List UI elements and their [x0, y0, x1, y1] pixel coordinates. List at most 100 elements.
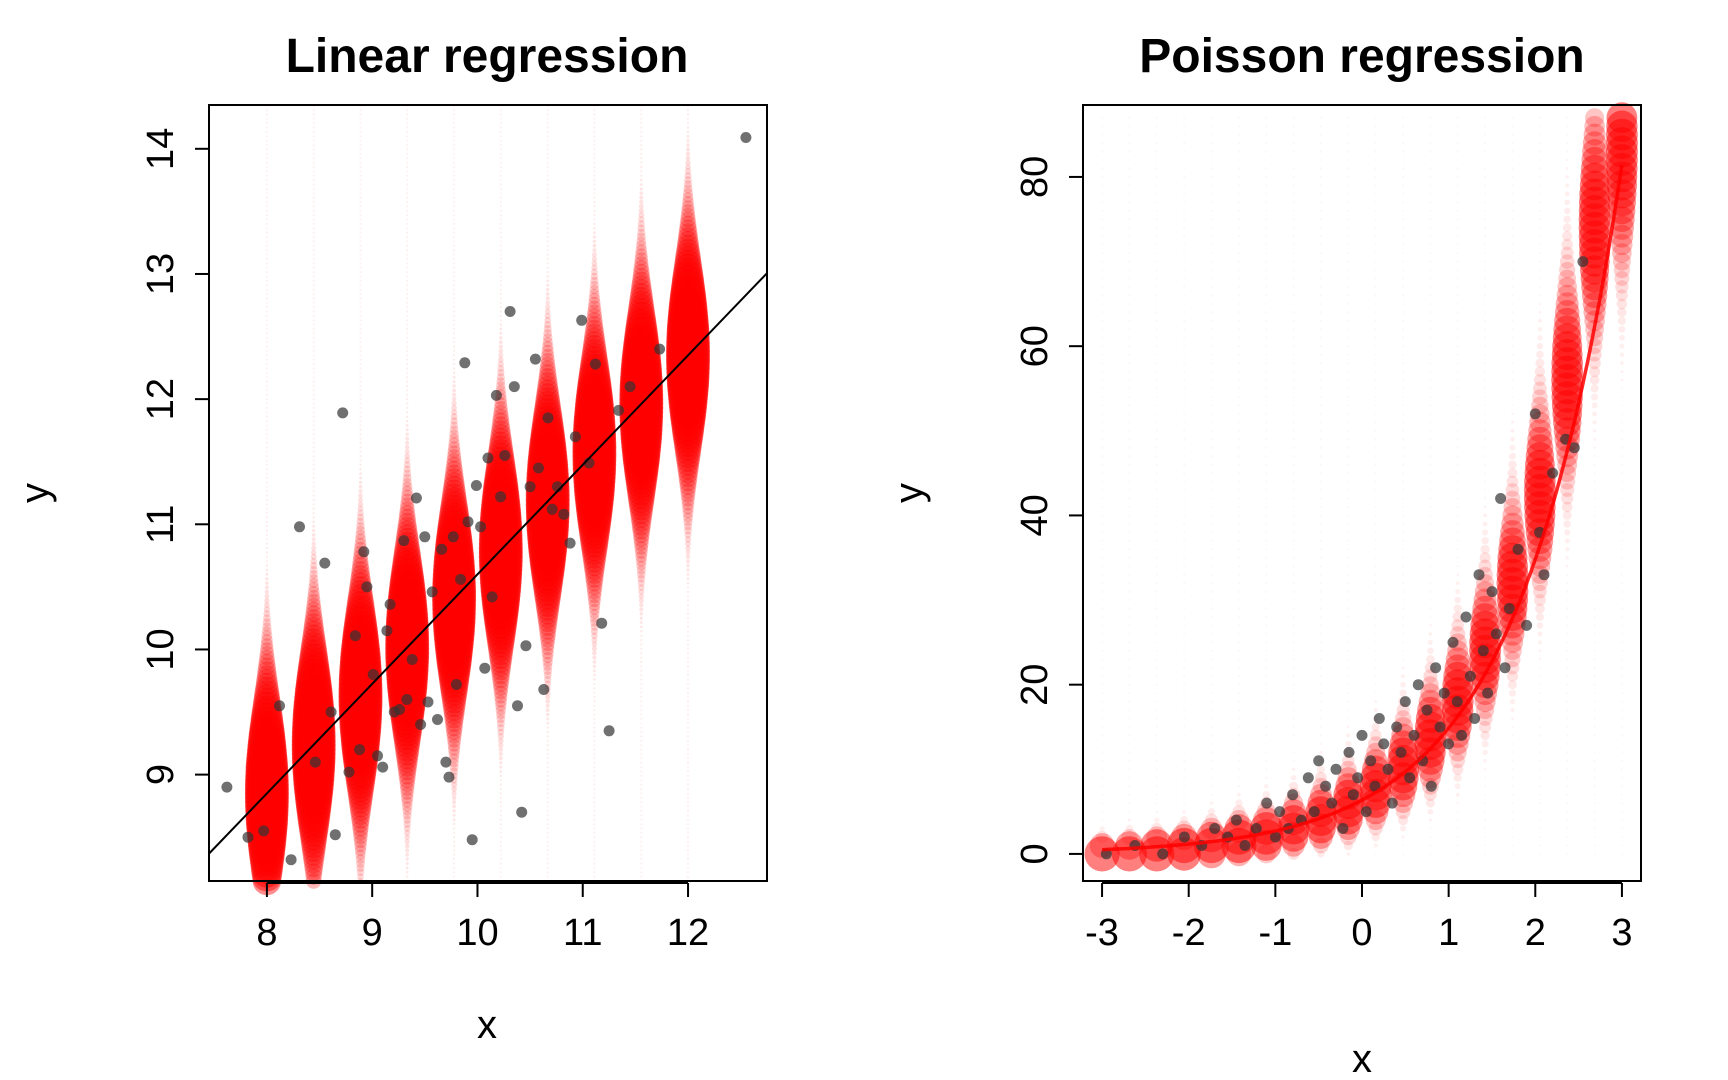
predictive-bubble: [1425, 798, 1435, 808]
predictive-bubble: [1429, 269, 1432, 271]
predictive-bubble: [1320, 184, 1322, 187]
predictive-bubble: [1128, 709, 1131, 711]
data-point: [1337, 823, 1349, 834]
predictive-bubble: [640, 117, 643, 120]
predictive-bubble: [640, 108, 643, 112]
predictive-bubble: [265, 354, 268, 357]
predictive-bubble: [1456, 353, 1459, 356]
predictive-bubble: [1210, 345, 1213, 348]
predictive-bubble: [359, 384, 362, 388]
predictive-bubble: [406, 288, 409, 291]
predictive-bubble: [593, 678, 596, 681]
predictive-bubble: [1374, 176, 1377, 178]
predictive-bubble: [265, 459, 268, 462]
predictive-bubble: [546, 844, 549, 848]
predictive-bubble: [640, 761, 643, 764]
predictive-bubble: [1128, 455, 1131, 458]
predictive-bubble: [686, 586, 690, 589]
predictive-bubble: [1621, 709, 1623, 711]
data-point: [419, 531, 431, 543]
predictive-bubble: [685, 545, 691, 551]
data-point: [1378, 738, 1390, 750]
predictive-bubble: [1238, 607, 1240, 610]
predictive-bubble: [453, 187, 456, 190]
predictive-bubble: [312, 371, 315, 374]
predictive-bubble: [637, 228, 646, 237]
predictive-bubble: [544, 675, 552, 684]
predictive-bubble: [1402, 201, 1404, 204]
predictive-bubble: [593, 673, 596, 677]
predictive-bubble: [453, 144, 456, 147]
predictive-bubble: [1128, 328, 1131, 331]
predictive-bubble: [499, 292, 502, 296]
predictive-bubble: [1347, 539, 1350, 542]
predictive-bubble: [1621, 480, 1623, 483]
predictive-bubble: [265, 538, 268, 541]
predictive-bubble: [1155, 793, 1158, 796]
predictive-bubble: [1347, 353, 1350, 356]
predictive-bubble: [499, 271, 502, 274]
predictive-bubble: [1511, 150, 1514, 153]
predictive-bubble: [1320, 413, 1322, 415]
predictive-bubble: [1128, 734, 1131, 737]
predictive-bubble: [1539, 853, 1541, 855]
predictive-bubble: [359, 231, 362, 234]
predictive-bubble: [686, 722, 690, 725]
predictive-bubble: [1566, 607, 1569, 610]
predictive-bubble: [1320, 404, 1322, 407]
predictive-bubble: [499, 214, 502, 217]
data-point: [361, 581, 373, 593]
predictive-bubble: [1155, 776, 1158, 779]
predictive-bubble: [1484, 209, 1486, 212]
predictive-bubble: [1347, 328, 1350, 331]
predictive-bubble: [638, 584, 645, 591]
predictive-bubble: [1484, 218, 1486, 221]
predictive-bubble: [1374, 345, 1377, 348]
predictive-bubble: [1429, 184, 1432, 187]
predictive-bubble: [1621, 768, 1623, 771]
predictive-bubble: [1621, 599, 1623, 601]
predictive-bubble: [1554, 300, 1580, 325]
predictive-bubble: [1429, 125, 1432, 128]
predictive-bubble: [312, 117, 315, 120]
predictive-bubble: [1183, 193, 1185, 195]
predictive-bubble: [1456, 514, 1459, 517]
predictive-bubble: [406, 341, 409, 344]
predictive-bubble: [546, 818, 549, 821]
predictive-bubble: [1539, 167, 1541, 170]
predictive-bubble: [1183, 362, 1185, 364]
predictive-bubble: [1566, 692, 1569, 694]
data-point: [490, 389, 502, 401]
predictive-bubble: [1374, 184, 1377, 187]
predictive-bubble: [1539, 159, 1541, 161]
predictive-bubble: [682, 507, 694, 519]
predictive-bubble: [1183, 624, 1185, 627]
predictive-bubble: [1347, 514, 1350, 517]
predictive-bubble: [1210, 269, 1213, 271]
predictive-bubble: [453, 266, 456, 269]
predictive-bubble: [1292, 548, 1295, 551]
predictive-bubble: [359, 275, 362, 278]
predictive-bubble: [1347, 565, 1350, 568]
predictive-bubble: [535, 387, 560, 412]
predictive-bubble: [494, 695, 507, 708]
predictive-bubble: [1539, 142, 1541, 145]
predictive-bubble: [593, 205, 596, 208]
predictive-bubble: [679, 478, 697, 496]
predictive-bubble: [1621, 463, 1623, 466]
predictive-bubble: [1593, 768, 1596, 771]
predictive-bubble: [406, 117, 409, 120]
predictive-bubble: [359, 126, 362, 129]
predictive-bubble: [1183, 336, 1185, 339]
predictive-bubble: [451, 781, 458, 788]
predictive-bubble: [1155, 590, 1158, 593]
predictive-bubble: [1511, 193, 1514, 195]
predictive-bubble: [1125, 824, 1134, 833]
predictive-bubble: [546, 209, 549, 212]
predictive-bubble: [1593, 506, 1596, 508]
predictive-bubble: [442, 479, 466, 503]
predictive-bubble: [312, 179, 315, 182]
predictive-bubble: [359, 113, 362, 116]
predictive-bubble: [1374, 565, 1377, 568]
predictive-bubble: [686, 581, 690, 585]
